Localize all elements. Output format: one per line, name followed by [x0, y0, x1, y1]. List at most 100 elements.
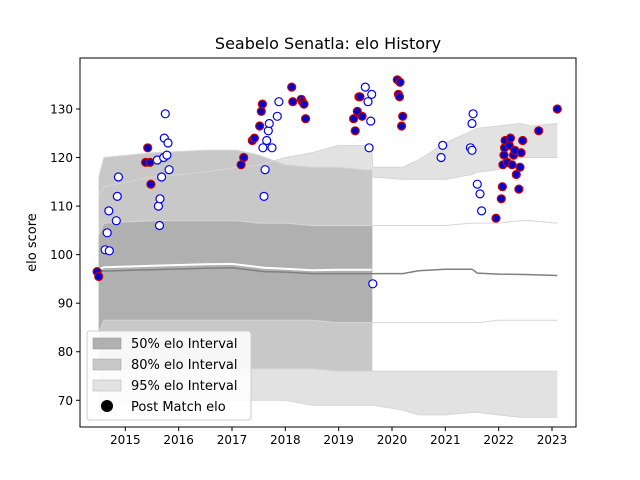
loss-point-41 [477, 206, 487, 216]
win-point-11 [256, 106, 266, 117]
loss-point-11 [157, 172, 167, 182]
loss-point-31 [367, 89, 377, 100]
win-point-30 [398, 111, 408, 121]
win-point-40 [505, 133, 515, 143]
loss-point-28 [363, 97, 373, 107]
loss-point-29 [364, 143, 374, 153]
win-point-18 [301, 114, 311, 124]
win-point-24 [357, 111, 367, 121]
y-axis-label: elo score [25, 213, 40, 272]
loss-point-18 [258, 143, 268, 153]
win-point-4 [145, 157, 155, 167]
loss-point-14 [160, 109, 170, 119]
win-point-46 [515, 162, 525, 172]
x-tick-label-7: 2022 [483, 433, 514, 447]
loss-point-33 [436, 152, 446, 163]
win-point-31 [491, 213, 501, 223]
win-point-7 [239, 152, 249, 163]
win-point-44 [511, 169, 521, 180]
player-elo-line [98, 262, 372, 272]
loss-point-10 [155, 194, 165, 204]
x-tick-label-8: 2023 [537, 433, 568, 447]
win-point-17 [299, 99, 309, 109]
win-point-32 [496, 194, 506, 204]
interval-edge-p50_hi [98, 220, 558, 236]
loss-point-9 [154, 220, 165, 231]
loss-point-19 [259, 191, 269, 201]
legend-label-post-match: Post Match elo [131, 400, 226, 415]
x-tick-label-5: 2020 [377, 433, 408, 447]
band-50 [98, 220, 373, 333]
loss-point-6 [113, 172, 124, 182]
x-tick-label-3: 2018 [270, 433, 301, 447]
win-point-3 [143, 143, 153, 153]
loss-point-40 [475, 189, 485, 199]
loss-point-26 [274, 97, 284, 107]
mean-elo-line [98, 266, 558, 277]
win-point-13 [287, 82, 297, 92]
x-tick-label-1: 2016 [163, 433, 194, 447]
win-point-27 [394, 92, 405, 102]
win-point-48 [518, 135, 528, 146]
win-point-9 [249, 133, 259, 143]
loss-point-30 [366, 116, 376, 126]
loss-point-17 [164, 165, 174, 175]
loss-point-27 [360, 82, 370, 92]
legend-frame [86, 330, 252, 421]
loss-point-16 [163, 138, 173, 148]
loss-point-32 [368, 279, 378, 289]
loss-point-1 [102, 228, 112, 238]
win-point-45 [514, 184, 524, 194]
legend-swatch-95 [92, 379, 122, 392]
legend-label-95: 95% elo Interval [131, 379, 238, 394]
y-tick-label-6: 130 [50, 102, 73, 116]
y-tick-label-2: 90 [58, 297, 73, 311]
loss-point-21 [262, 135, 272, 146]
win-point-50 [552, 104, 562, 114]
loss-point-8 [153, 201, 163, 211]
win-point-10 [255, 121, 265, 131]
axes: 2015 2016 2017 2018 2019 2020 2021 2022 2023 70 80… [50, 102, 567, 447]
win-point-20 [350, 126, 360, 136]
loss-point-36 [467, 145, 477, 155]
loss-point-34 [438, 140, 448, 150]
win-point-47 [516, 148, 526, 158]
x-tick-label-0: 2015 [110, 433, 141, 447]
win-point-19 [349, 114, 359, 124]
loss-point-25 [272, 111, 282, 121]
legend-label-50: 50% elo Interval [131, 337, 238, 352]
loss-point-2 [104, 206, 114, 216]
win-point-23 [355, 92, 365, 102]
legend-swatch-80 [92, 358, 122, 371]
x-tick-label-4: 2019 [323, 433, 354, 447]
win-point-28 [395, 77, 405, 87]
y-tick-label-3: 100 [50, 248, 73, 262]
win-point-49 [534, 126, 544, 136]
win-point-5 [146, 179, 156, 189]
loss-point-15 [162, 150, 172, 160]
loss-point-22 [263, 126, 273, 136]
chart-title: Seabelo Senatla: elo History [215, 34, 441, 53]
win-point-33 [497, 182, 507, 192]
legend-swatch-50 [92, 337, 122, 350]
win-point-1 [94, 271, 104, 282]
x-tick-label-2: 2017 [217, 433, 248, 447]
loss-point-38 [468, 109, 478, 119]
interval-edge-p50_lo [98, 319, 558, 333]
loss-point-24 [267, 143, 277, 153]
legend-swatch-post-match [101, 400, 113, 412]
legend: 50% elo Interval 80% elo Interval 95% el… [86, 330, 252, 421]
y-tick-label-4: 110 [50, 200, 73, 214]
y-tick-label-0: 70 [58, 394, 73, 408]
loss-point-23 [264, 118, 274, 129]
win-point-14 [288, 97, 298, 107]
win-point-41 [507, 160, 517, 170]
loss-point-37 [467, 118, 477, 129]
loss-point-3 [104, 246, 114, 256]
loss-point-39 [472, 179, 482, 189]
win-point-12 [257, 99, 267, 109]
y-tick-label-5: 120 [50, 151, 73, 165]
interval-edge-p80_hi [98, 149, 558, 180]
x-tick-label-6: 2021 [430, 433, 461, 447]
